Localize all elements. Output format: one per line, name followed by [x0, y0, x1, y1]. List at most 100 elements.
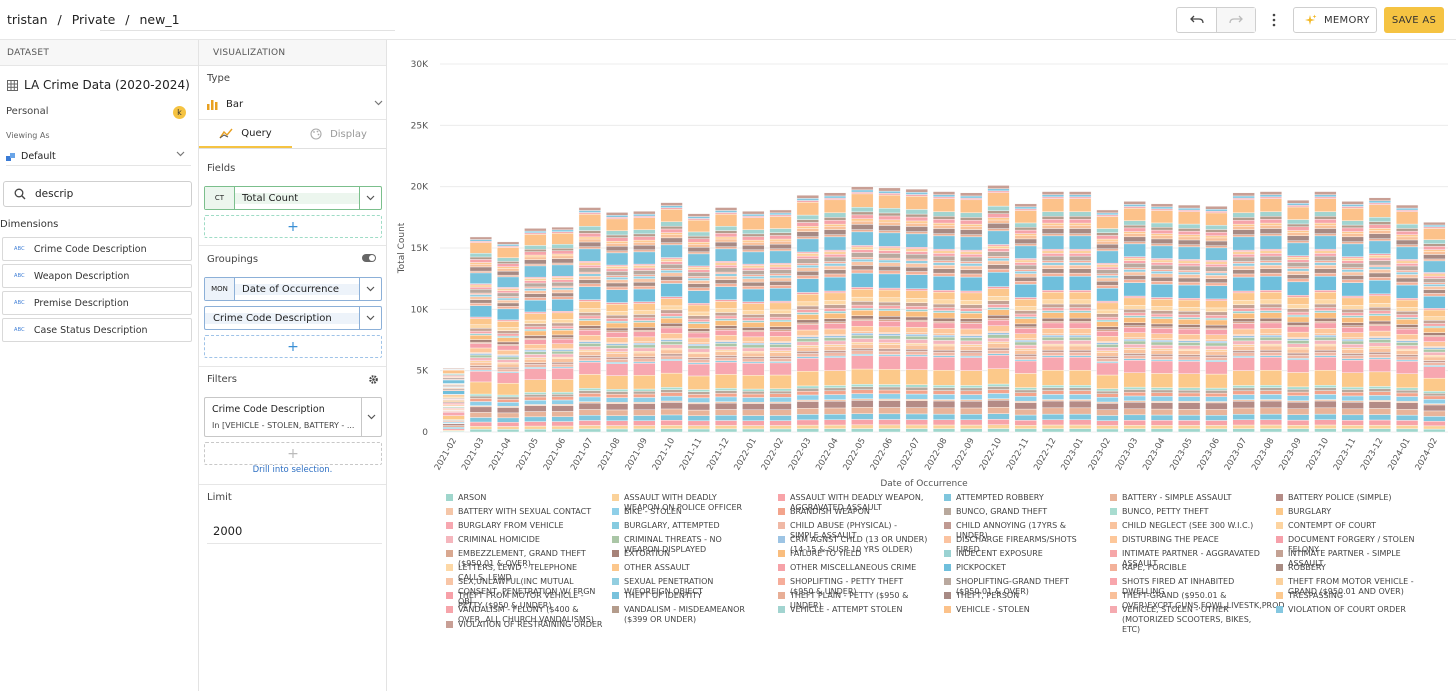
save-as-button[interactable]: SAVE AS	[1384, 7, 1444, 33]
legend-item[interactable]: VIOLATION OF RESTRAINING ORDER	[446, 620, 604, 630]
grouping-crime-code-description[interactable]: Crime Code Description	[204, 306, 382, 330]
legend-item[interactable]: INDECENT EXPOSURE	[944, 549, 1092, 559]
legend-item[interactable]: CHILD ANNOYING (17YRS & UNDER)	[944, 521, 1092, 541]
legend-item[interactable]: VEHICLE - STOLEN	[944, 605, 1092, 615]
legend-item[interactable]: BATTERY WITH SEXUAL CONTACT	[446, 507, 604, 517]
legend-item[interactable]: BATTERY POLICE (SIMPLE)	[1276, 493, 1426, 503]
search-input[interactable]: descrip	[3, 181, 192, 207]
breadcrumb-folder[interactable]: Private	[71, 12, 116, 27]
legend-label: ASSAULT WITH DEADLY WEAPON, AGGRAVATED A…	[790, 493, 924, 512]
legend-item[interactable]: THEFT FROM MOTOR VEHICLE - PETTY ($950 &…	[446, 591, 604, 611]
dimension-item[interactable]: ABC Crime Code Description	[2, 237, 192, 261]
add-filter-button[interactable]: +	[204, 442, 382, 465]
bar-segment	[905, 298, 928, 303]
legend-item[interactable]: ASSAULT WITH DEADLY WEAPON, AGGRAVATED A…	[778, 493, 928, 513]
legend-item[interactable]: CRIMINAL THREATS - NO WEAPON DISPLAYED	[612, 535, 752, 555]
dataset-title[interactable]: LA Crime Data (2020-2024)	[7, 78, 190, 92]
legend-item[interactable]: ROBBERY	[1276, 563, 1426, 573]
legend-item[interactable]: VIOLATION OF COURT ORDER	[1276, 605, 1426, 615]
dimension-item[interactable]: ABC Case Status Description	[2, 318, 192, 342]
legend-item[interactable]: BURGLARY, ATTEMPTED	[612, 521, 752, 531]
legend-item[interactable]: CRM AGNST CHLD (13 OR UNDER) (14-15 & SU…	[778, 535, 928, 555]
filter-crime-code-description[interactable]: Crime Code Description In [VEHICLE - STO…	[204, 397, 382, 437]
legend-item[interactable]: CONTEMPT OF COURT	[1276, 521, 1426, 531]
x-tick-label: 2021-03	[460, 437, 486, 473]
legend-item[interactable]: VEHICLE - ATTEMPT STOLEN	[778, 605, 928, 615]
legend-item[interactable]: TRESPASSING	[1276, 591, 1426, 601]
memory-button[interactable]: MEMORY	[1293, 7, 1377, 33]
tab-display[interactable]: Display	[292, 120, 385, 148]
grouping-menu-button[interactable]	[359, 278, 381, 300]
legend-item[interactable]: THEFT FROM MOTOR VEHICLE - GRAND ($950.0…	[1276, 577, 1426, 597]
legend-item[interactable]: SEX,UNLAWFUL(INC MUTUAL CONSENT, PENETRA…	[446, 577, 604, 607]
legend-item[interactable]: ATTEMPTED ROBBERY	[944, 493, 1092, 503]
dimension-item[interactable]: ABC Premise Description	[2, 291, 192, 315]
legend-item[interactable]: OTHER ASSAULT	[612, 563, 752, 573]
grouping-menu-button[interactable]	[359, 307, 381, 329]
legend-item[interactable]: BUNCO, GRAND THEFT	[944, 507, 1092, 517]
legend-item[interactable]: BURGLARY	[1276, 507, 1426, 517]
legend-item[interactable]: BURGLARY FROM VEHICLE	[446, 521, 604, 531]
legend-item[interactable]: DOCUMENT FORGERY / STOLEN FELONY	[1276, 535, 1426, 555]
legend-item[interactable]: FAILURE TO YIELD	[778, 549, 928, 559]
bar-segment	[687, 328, 710, 332]
more-options-button[interactable]	[1268, 11, 1280, 29]
bar-segment	[687, 323, 710, 329]
undo-button[interactable]	[1177, 8, 1216, 32]
legend-item[interactable]: PICKPOCKET	[944, 563, 1092, 573]
legend-item[interactable]: THEFT, PERSON	[944, 591, 1092, 601]
legend-item[interactable]: VANDALISM - MISDEAMEANOR ($399 OR UNDER)	[612, 605, 752, 625]
legend-item[interactable]: BUNCO, PETTY THEFT	[1110, 507, 1265, 517]
legend-item[interactable]: SEXUAL PENETRATION W/FOREIGN OBJECT	[612, 577, 752, 597]
field-total-count[interactable]: CT Total Count	[204, 186, 382, 210]
legend-item[interactable]: OTHER MISCELLANEOUS CRIME	[778, 563, 928, 573]
grouping-date-of-occurrence[interactable]: MON Date of Occurrence	[204, 277, 382, 301]
legend-item[interactable]: RAPE, FORCIBLE	[1110, 563, 1265, 573]
legend-item[interactable]: LETTERS, LEWD - TELEPHONE CALLS, LEWD	[446, 563, 604, 583]
add-grouping-button[interactable]: +	[204, 335, 382, 358]
bar-segment	[578, 328, 601, 331]
legend-item[interactable]: SHOPLIFTING-GRAND THEFT ($950.01 & OVER)	[944, 577, 1092, 597]
limit-input[interactable]: 2000	[213, 524, 243, 538]
dimension-item[interactable]: ABC Weapon Description	[2, 264, 192, 288]
legend-item[interactable]: INTIMATE PARTNER - SIMPLE ASSAULT	[1276, 549, 1426, 569]
legend-item[interactable]: INTIMATE PARTNER - AGGRAVATED ASSAULT	[1110, 549, 1265, 569]
bar-segment	[1232, 254, 1255, 258]
legend-item[interactable]: BRANDISH WEAPON	[778, 507, 928, 517]
viewing-as-select[interactable]: Default	[6, 148, 191, 166]
legend-item[interactable]: VANDALISM - FELONY ($400 & OVER, ALL CHU…	[446, 605, 604, 625]
legend-item[interactable]: VEHICLE, STOLEN - OTHER (MOTORIZED SCOOT…	[1110, 605, 1265, 635]
legend-item[interactable]: CHILD NEGLECT (SEE 300 W.I.C.)	[1110, 521, 1265, 531]
legend-item[interactable]: EXTORTION	[612, 549, 752, 559]
legend-item[interactable]: BATTERY - SIMPLE ASSAULT	[1110, 493, 1265, 503]
legend-item[interactable]: THEFT-GRAND ($950.01 & OVER)EXCPT,GUNS,F…	[1110, 591, 1285, 611]
legend-item[interactable]: DISTURBING THE PEACE	[1110, 535, 1265, 545]
legend-item[interactable]: SHOPLIFTING - PETTY THEFT ($950 & UNDER)	[778, 577, 928, 597]
legend-item[interactable]: EMBEZZLEMENT, GRAND THEFT ($950.01 & OVE…	[446, 549, 604, 569]
drill-into-selection-link[interactable]: Drill into selection.	[252, 465, 333, 475]
breadcrumb-user[interactable]: tristan	[7, 12, 48, 27]
gear-icon[interactable]	[368, 374, 379, 385]
groupings-toggle[interactable]	[362, 254, 376, 262]
legend-item[interactable]: BIKE - STOLEN	[612, 507, 752, 517]
legend-item[interactable]: THEFT OF IDENTITY	[612, 591, 752, 601]
add-field-button[interactable]: +	[204, 215, 382, 238]
avatar[interactable]: k	[173, 106, 186, 119]
bar-segment	[1396, 246, 1419, 260]
chart-type-select[interactable]: Bar	[207, 96, 385, 112]
bar-segment	[578, 357, 601, 361]
legend-item[interactable]: DISCHARGE FIREARMS/SHOTS FIRED	[944, 535, 1092, 555]
redo-button[interactable]	[1216, 8, 1255, 32]
bar-segment	[851, 320, 874, 327]
tab-query[interactable]: Query	[199, 120, 292, 148]
legend-item[interactable]: ASSAULT WITH DEADLY WEAPON ON POLICE OFF…	[612, 493, 752, 513]
legend-item[interactable]: THEFT PLAIN - PETTY ($950 & UNDER)	[778, 591, 928, 611]
legend-item[interactable]: ARSON	[446, 493, 604, 503]
legend-item[interactable]: CRIMINAL HOMICIDE	[446, 535, 604, 545]
filter-menu-button[interactable]	[361, 398, 381, 436]
report-title-input[interactable]: new_1	[139, 12, 180, 27]
field-menu-button[interactable]	[359, 187, 381, 209]
legend-item[interactable]: CHILD ABUSE (PHYSICAL) - SIMPLE ASSAULT	[778, 521, 928, 541]
legend-item[interactable]: SHOTS FIRED AT INHABITED DWELLING	[1110, 577, 1265, 597]
